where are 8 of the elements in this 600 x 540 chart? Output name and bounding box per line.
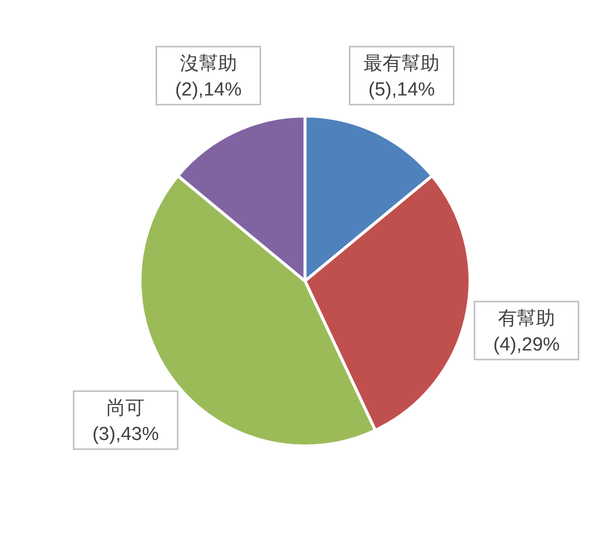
data-label: (4),29% [493,334,560,356]
data-label: (3),43% [92,424,160,446]
data-label: (5),14% [368,80,436,101]
slice-label: 尚可 [106,397,145,420]
data-label: (2),14% [175,80,242,101]
slice-label: 有幫助 [498,308,556,330]
slice-label: 沒幫助 [180,52,237,75]
slice-label: 最有幫助 [364,52,440,75]
